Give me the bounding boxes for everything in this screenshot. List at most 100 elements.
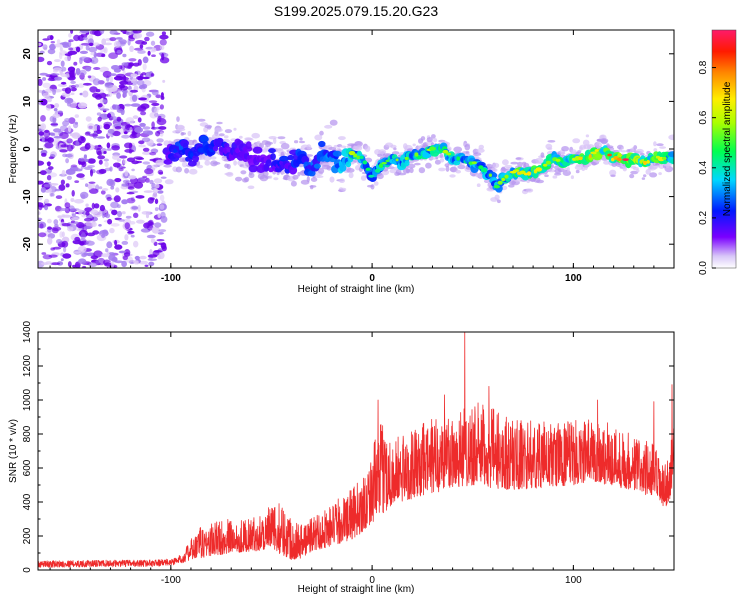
noise-blob [88, 262, 98, 268]
colorbar-axis: 0.0 0.2 0.4 0.6 0.8 [698, 60, 716, 275]
noise-blob [87, 75, 92, 79]
ridge-halo-blob [653, 141, 657, 147]
ridge-halo-blob [218, 133, 225, 137]
noise-blob [78, 157, 88, 162]
noise-blob [85, 240, 95, 246]
noise-blob [70, 217, 80, 220]
noise-blob [152, 193, 158, 199]
noise-blob [38, 56, 45, 63]
noise-blob [80, 191, 89, 199]
noise-blob [88, 46, 98, 53]
noise-blob [82, 90, 89, 98]
noise-blob [77, 83, 85, 88]
noise-blob [104, 167, 112, 172]
noise-blob [107, 113, 112, 119]
y-tick-label: 1000 [22, 388, 33, 411]
noise-blob [159, 39, 167, 46]
noise-blob [42, 82, 51, 89]
ridge-halo-blob [348, 172, 354, 179]
noise-blob [110, 201, 119, 209]
noise-blob [70, 80, 76, 84]
noise-blob [65, 183, 70, 188]
noise-blob [54, 59, 61, 63]
ridge-peak [446, 152, 452, 156]
noise-blob [65, 153, 73, 158]
noise-blob [50, 123, 58, 126]
noise-blob [161, 245, 167, 252]
ridge-halo-blob [251, 132, 260, 139]
ridge-halo-blob [210, 156, 217, 160]
ridge-blob [404, 160, 410, 167]
noise-blob [100, 190, 106, 195]
ridge-halo-blob [420, 136, 426, 141]
noise-blob [130, 234, 135, 238]
noise-blob [156, 138, 164, 143]
noise-blob [77, 102, 88, 109]
noise-blob [95, 260, 102, 264]
noise-blob [44, 142, 54, 149]
x-tick-label: 0 [369, 575, 375, 586]
ridge-halo-blob [329, 119, 338, 126]
noise-blob [110, 73, 117, 76]
noise-blob [47, 233, 56, 239]
noise-blob [122, 69, 126, 76]
ridge-halo-blob [237, 160, 246, 166]
ridge-halo-blob [497, 199, 501, 204]
noise-blob [60, 258, 64, 262]
noise-blob [133, 240, 139, 248]
noise-blob [96, 124, 101, 132]
noise-blob [120, 85, 129, 91]
ridge-halo-blob [641, 177, 646, 180]
ridge-blob [252, 146, 263, 154]
noise-blob [104, 42, 112, 46]
noise-blob [123, 93, 127, 98]
noise-blob [67, 125, 72, 133]
ridge-peak [353, 153, 358, 158]
noise-blob [44, 205, 49, 211]
snr-ylabel: SNR (10 * v/v) [8, 419, 19, 483]
noise-blob [103, 47, 108, 54]
noise-blob [40, 170, 47, 176]
ridge-halo-blob [268, 175, 273, 179]
ridge-halo-blob [223, 135, 229, 139]
noise-blob [71, 190, 75, 197]
ridge-blob [163, 159, 173, 165]
noise-blob [145, 177, 150, 183]
ridge-blob [339, 164, 347, 172]
ridge-peak [646, 160, 650, 164]
ridge-halo-blob [439, 153, 443, 158]
ridge-peak [535, 167, 543, 172]
ridge-peak [381, 161, 387, 165]
ridge-halo-blob [536, 179, 544, 184]
ridge-peak [362, 160, 368, 165]
spectrogram-ylabel: Frequency (Hz) [8, 115, 19, 184]
noise-blob [108, 254, 116, 261]
ridge-blob [287, 154, 295, 161]
noise-blob [142, 151, 152, 156]
ridge-halo-blob [653, 148, 658, 152]
ridge-halo-blob [544, 174, 549, 177]
noise-blob [64, 73, 70, 78]
noise-blob [113, 162, 121, 168]
noise-blob [47, 218, 52, 224]
ridge-halo-blob [238, 135, 243, 139]
noise-blob [151, 47, 157, 52]
noise-blob [61, 169, 66, 176]
ridge-halo-blob [317, 167, 325, 174]
noise-blob [116, 73, 126, 78]
ridge-halo-blob [184, 168, 190, 174]
ridge-halo-blob [635, 148, 644, 154]
noise-blob [107, 128, 115, 134]
noise-blob [50, 73, 60, 76]
noise-blob [54, 76, 63, 81]
y-tick-label: 1200 [22, 354, 33, 377]
ridge-halo-blob [326, 165, 333, 171]
noise-blob [68, 39, 74, 43]
noise-blob [52, 246, 62, 250]
x-tick-label: 100 [565, 575, 582, 586]
noise-blob [132, 30, 142, 34]
ridge-peak [661, 156, 667, 160]
noise-blob [157, 213, 161, 219]
noise-blob [102, 99, 107, 103]
